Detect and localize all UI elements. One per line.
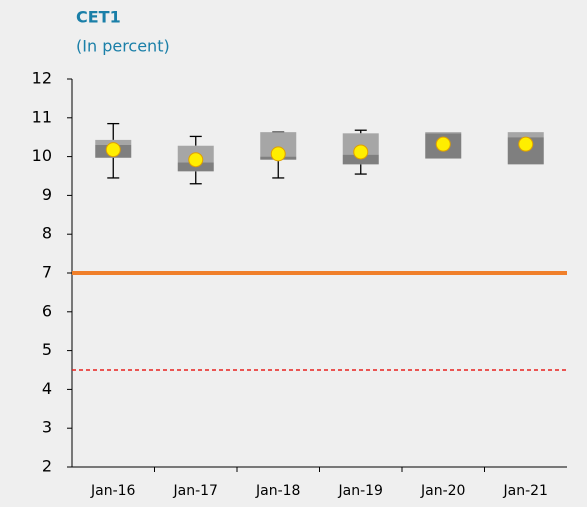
mean-marker [435, 136, 451, 152]
y-tick-label: 2 [42, 457, 52, 476]
mean-marker [105, 142, 121, 158]
y-tick-label: 3 [42, 418, 52, 437]
y-tick-label: 7 [42, 263, 52, 282]
chart-subtitle: (In percent) [76, 37, 170, 56]
x-tick-label: Jan-20 [420, 483, 465, 499]
y-tick-label: 6 [42, 301, 52, 320]
y-tick-label: 4 [42, 379, 52, 398]
y-tick-label: 12 [32, 69, 52, 88]
box-upper [342, 133, 379, 155]
box-upper [507, 132, 544, 138]
x-tick-label: Jan-21 [503, 483, 548, 499]
chart-title: CET1 [76, 8, 121, 27]
y-tick-label: 5 [42, 340, 52, 359]
x-tick-label: Jan-19 [338, 483, 383, 499]
y-tick-label: 8 [42, 224, 52, 243]
box-lower [342, 154, 379, 165]
mean-marker [270, 146, 286, 162]
y-tick-label: 9 [42, 185, 52, 204]
mean-marker [353, 144, 369, 160]
box-upper [425, 132, 462, 134]
mean-marker [188, 152, 204, 168]
x-tick-label: Jan-16 [90, 483, 136, 499]
x-tick-label: Jan-17 [173, 483, 218, 499]
y-tick-label: 11 [32, 107, 52, 126]
x-tick-label: Jan-18 [255, 483, 300, 499]
mean-marker [518, 136, 534, 152]
y-tick-label: 10 [32, 146, 52, 165]
